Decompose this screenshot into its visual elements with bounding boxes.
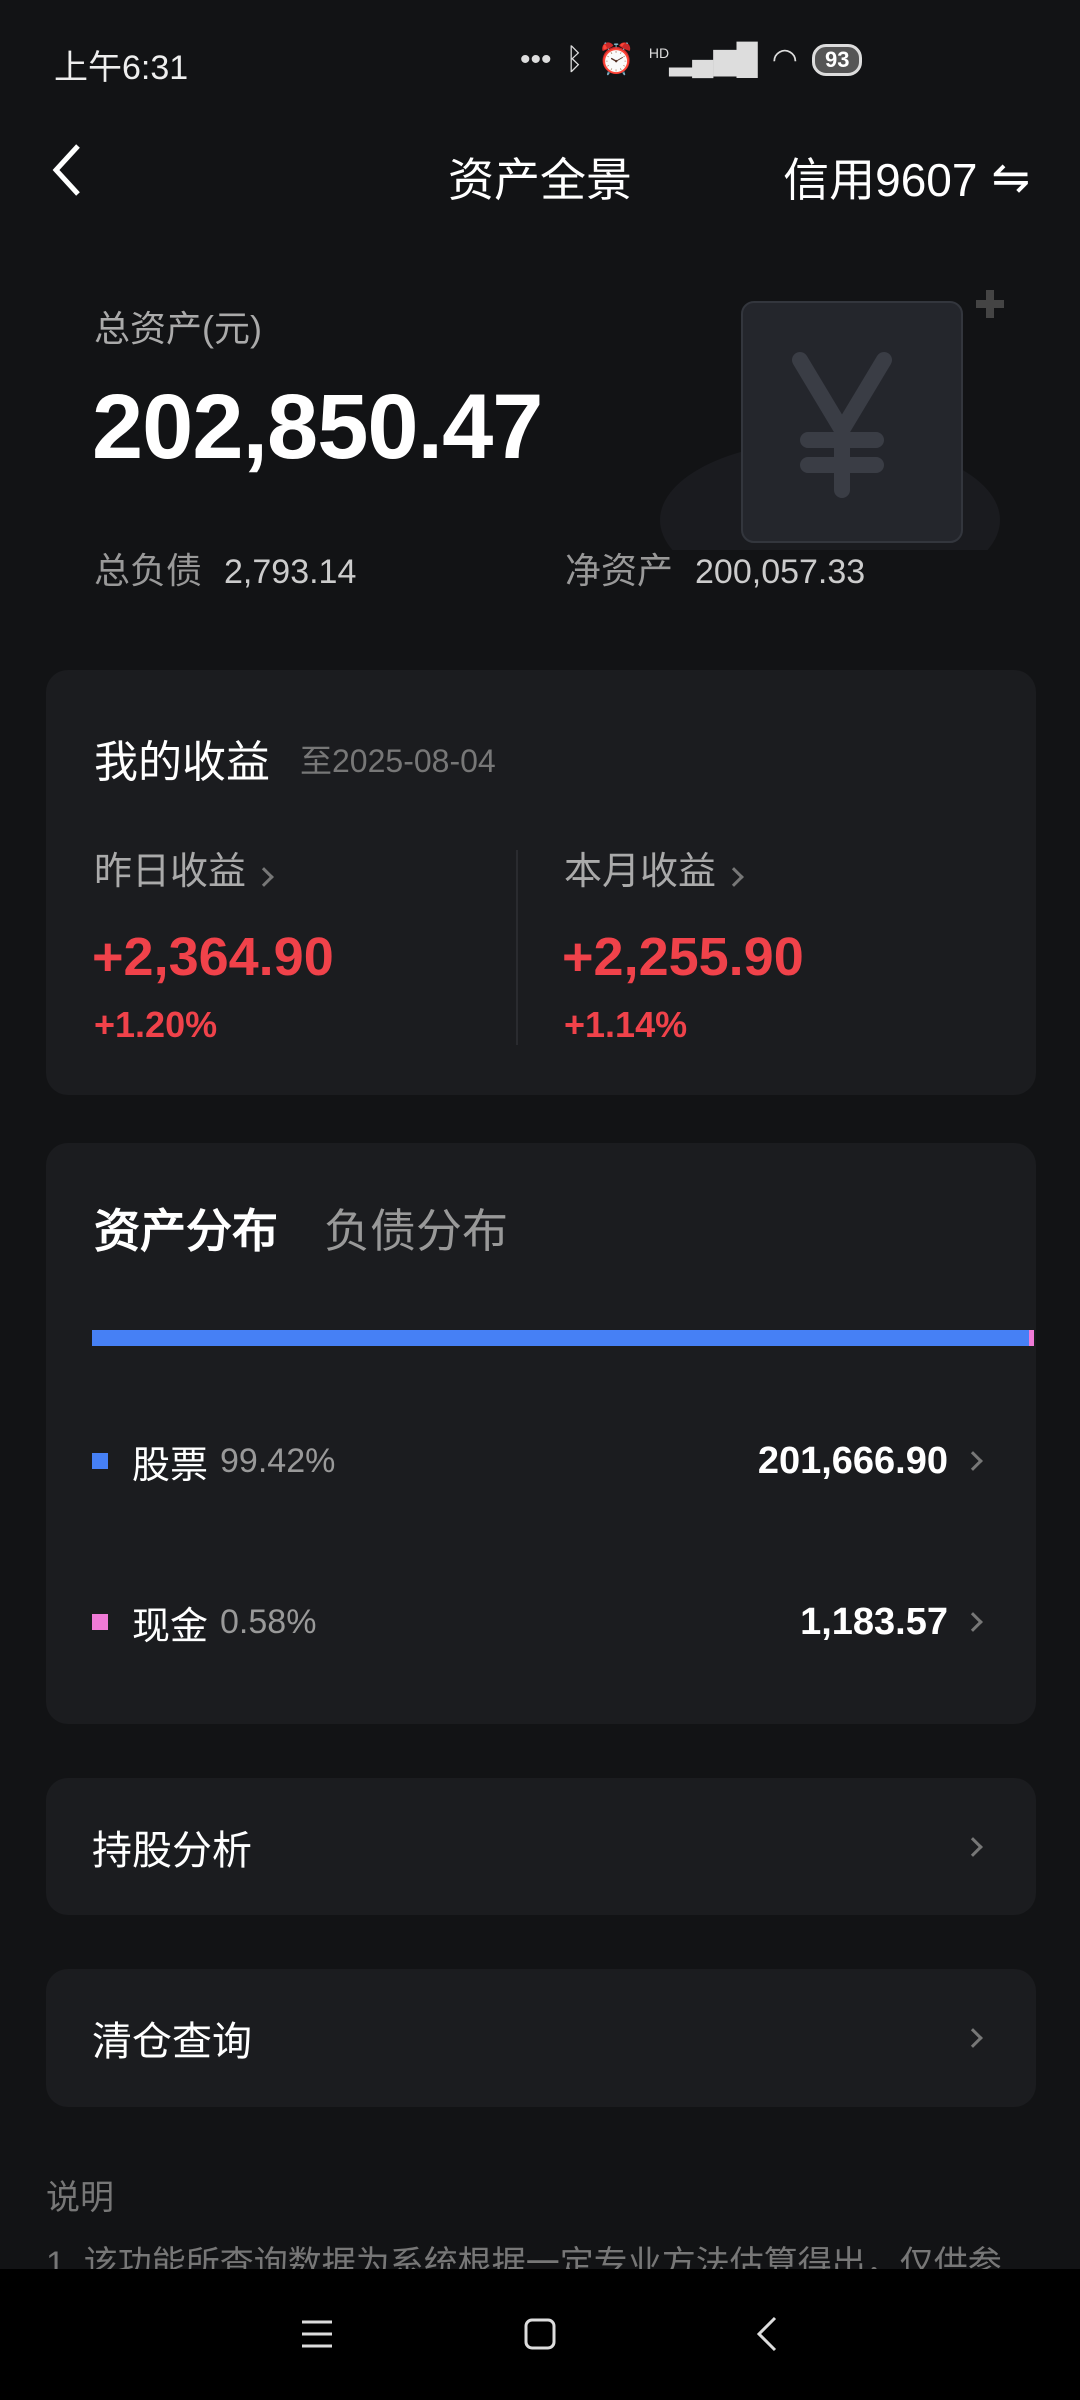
total-assets-label: 总资产(元) [94,308,262,349]
earnings-card: 我的收益 至2025-08-04 昨日收益 +2,364.90 +1.20% 本… [46,670,1036,1095]
item-value: 1,183.57 [800,1600,948,1643]
total-liabilities: 总负债 2,793.14 [94,550,357,591]
status-icons: ••• ᛒ ⏰ HD▂▄▆█ ◠ 93 [520,42,863,77]
item-pct: 99.42% [220,1441,336,1480]
alarm-icon: ⏰ [597,43,635,76]
link-label: 持股分析 [92,1828,252,1873]
liquidation-query-link[interactable]: 清仓查询 [46,1969,1036,2107]
item-value: 201,666.90 [757,1439,948,1482]
system-nav-bar [0,2269,1080,2400]
chevron-right-icon [963,1836,983,1857]
bluetooth-icon: ᛒ [565,42,584,76]
wifi-icon: ◠ [771,43,798,76]
link-label: 清仓查询 [92,2020,252,2064]
yesterday-earnings-link[interactable]: 昨日收益 [94,840,274,895]
net-assets: 净资产 200,057.33 [565,550,866,591]
chevron-right-icon [963,1612,983,1632]
item-name: 股票 [132,1444,209,1487]
notes-title: 说明 [46,2179,114,2217]
item-name: 现金 [132,1605,209,1648]
chevron-right-icon [723,867,744,887]
page-title: 资产全景 [448,154,632,206]
back-icon[interactable] [48,140,88,200]
month-earnings-pct: +1.14% [564,1004,688,1045]
wallet-illustration-icon [660,290,1004,550]
legend-swatch [92,1453,108,1469]
menu-icon[interactable] [300,2317,334,2351]
signal-icon: HD▂▄▆█ [648,43,758,76]
distribution-item-cash[interactable]: 现金 0.58% 1,183.57 [92,1594,990,1650]
total-assets-value: 202,850.47 [92,376,543,478]
yesterday-earnings-pct: +1.20% [94,1004,218,1045]
earnings-title: 我的收益 [94,738,270,787]
yesterday-earnings-value: +2,364.90 [92,927,334,987]
back-nav-icon[interactable] [755,2315,779,2353]
month-earnings-value: +2,255.90 [562,927,804,987]
more-dots-icon: ••• [520,42,552,76]
account-switcher[interactable]: 信用9607 ⇋ [783,144,1030,210]
distribution-item-stock[interactable]: 股票 99.42% 201,666.90 [92,1433,990,1489]
status-bar: 上午6:31 ••• ᛒ ⏰ HD▂▄▆█ ◠ 93 [0,40,1080,90]
battery-icon: 93 [811,43,863,76]
account-label: 信用9607 [783,154,978,206]
legend-swatch [92,1614,108,1630]
holdings-analysis-link[interactable]: 持股分析 [46,1778,1036,1915]
earnings-date: 至2025-08-04 [300,743,496,779]
chevron-right-icon [253,867,274,887]
chevron-right-icon [963,2028,983,2048]
distribution-card: 资产分布 负债分布 股票 99.42% 201,666.90 现金 0.58% … [46,1143,1036,1724]
distribution-bar-segment [92,1330,1029,1346]
tab-asset-distribution[interactable]: 资产分布 [94,1205,278,1257]
item-pct: 0.58% [220,1602,317,1641]
distribution-bar-segment [1028,1330,1034,1346]
divider [516,850,518,1045]
distribution-bar [92,1330,1034,1346]
month-earnings-link[interactable]: 本月收益 [564,840,744,895]
tab-liability-distribution[interactable]: 负债分布 [324,1205,508,1257]
switch-icon: ⇋ [991,151,1030,203]
status-time: 上午6:31 [54,49,189,87]
chevron-right-icon [963,1451,983,1471]
home-icon[interactable] [523,2317,557,2351]
